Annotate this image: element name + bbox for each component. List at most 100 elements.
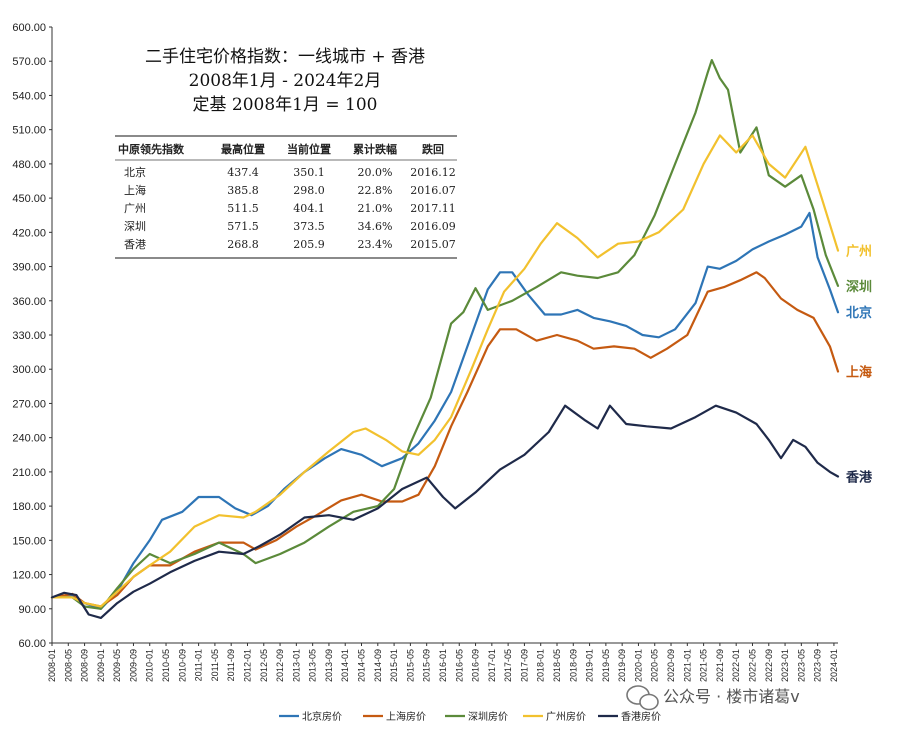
x-tick-label: 2022-05 [747,649,757,682]
table-cell: 511.5 [227,202,259,215]
table-cell: 571.5 [227,220,259,233]
watermark-text: 公众号 · 楼市诸葛v [663,687,800,706]
y-tick-label: 210.00 [12,467,46,479]
x-tick-label: 2015-01 [389,649,399,682]
legend-label-2: 深圳房价 [468,710,508,723]
table-cell: 深圳 [124,220,146,233]
x-tick-label: 2020-05 [650,649,660,682]
x-tick-label: 2017-01 [487,649,497,682]
chart-title: 二手住宅价格指数：一线城市 + 香港 [145,47,425,67]
x-tick-label: 2014-09 [373,649,383,682]
table-cell: 22.8% [358,184,393,197]
table-cell: 2015.07 [410,238,456,251]
x-tick-label: 2017-05 [503,649,513,682]
x-tick-label: 2023-05 [796,649,806,682]
x-tick-label: 2010-09 [177,649,187,682]
x-tick-label: 2011-09 [226,649,236,681]
chart-legend: 北京房价 上海房价 深圳房价 广州房价 香港房价 [279,710,661,723]
x-tick-label: 2011-01 [194,649,204,681]
table-header-cell: 累计跌幅 [353,142,397,156]
y-tick-label: 480.00 [12,159,46,171]
table-cell: 23.4% [358,238,393,251]
y-tick-label: 180.00 [12,501,46,513]
x-tick-label: 2013-01 [291,649,301,682]
x-tick-label: 2010-01 [145,649,155,682]
table-cell: 2016.12 [410,166,456,179]
table-cell: 上海 [124,183,146,197]
end-label-2: 深圳 [846,279,872,295]
table-header-cell: 中原领先指数 [118,142,185,156]
table-cell: 21.0% [358,202,393,215]
table-cell: 香港 [124,238,146,251]
table-cell: 北京 [124,165,146,179]
series-line-2 [50,59,840,610]
y-tick-label: 450.00 [12,193,46,205]
x-tick-label: 2016-05 [454,649,464,682]
x-axis: 2008-01 2008-05 2008-09 2009-01 2009-05 2009-… [47,642,839,682]
y-tick-label: 510.00 [12,125,46,137]
x-tick-label: 2012-01 [242,649,252,682]
series-line-1 [50,271,840,608]
table-header-cell: 当前位置 [287,142,331,156]
x-tick-label: 2013-05 [308,649,318,682]
x-tick-label: 2009-09 [128,649,138,682]
x-tick-label: 2018-09 [568,649,578,682]
y-tick-label: 390.00 [12,262,46,274]
x-tick-label: 2019-01 [585,649,595,682]
table-cell: 298.0 [293,184,325,197]
x-tick-label: 2011-05 [210,649,220,681]
y-tick-label: 330.00 [12,330,46,342]
table-header-cell: 跌回 [422,142,444,156]
x-tick-label: 2019-05 [601,649,611,682]
x-tick-label: 2010-05 [161,649,171,682]
y-axis: 60.00 90.00 120.00 150.00 180.00 210.00 240.00… [12,22,53,650]
y-tick-label: 90.00 [18,604,46,616]
end-label-0: 北京 [846,305,872,321]
chart-subtitle-base: 定基 2008年1月 = 100 [193,95,378,115]
x-tick-label: 2014-01 [340,649,350,682]
y-tick-label: 420.00 [12,227,46,239]
table-cell: 2017.11 [410,202,456,215]
wechat-icon [626,685,659,711]
x-tick-label: 2008-09 [80,649,90,682]
y-tick-label: 240.00 [12,433,46,445]
y-tick-label: 600.00 [12,22,46,34]
table-cell: 2016.07 [410,184,456,197]
x-tick-label: 2024-01 [829,649,839,682]
x-tick-label: 2019-09 [617,649,627,682]
x-tick-label: 2022-01 [731,649,741,682]
x-tick-label: 2009-01 [96,649,106,682]
table-cell: 广州 [124,202,146,215]
end-label-1: 上海 [846,365,872,381]
x-tick-label: 2016-01 [438,649,448,682]
x-tick-label: 2008-05 [63,649,73,682]
x-tick-label: 2021-01 [682,649,692,682]
x-tick-label: 2012-09 [275,649,285,682]
end-label-3: 广州 [846,244,872,260]
table-cell: 404.1 [293,202,325,215]
x-tick-label: 2020-09 [666,649,676,682]
legend-label-3: 广州房价 [546,710,586,723]
y-tick-label: 270.00 [12,398,46,410]
table-cell: 268.8 [227,238,259,251]
x-tick-label: 2015-09 [422,649,432,682]
y-tick-label: 300.00 [12,364,46,376]
table-cell: 437.4 [227,166,259,179]
table-cell: 350.1 [293,166,325,179]
table-cell: 205.9 [293,238,325,251]
x-tick-label: 2016-09 [471,649,481,682]
y-tick-label: 570.00 [12,56,46,68]
y-tick-label: 120.00 [12,570,46,582]
x-tick-label: 2015-05 [405,649,415,682]
table-cell: 20.0% [358,166,393,179]
x-tick-label: 2023-01 [780,649,790,682]
series-line-4 [50,404,840,619]
legend-label-0: 北京房价 [302,710,342,723]
y-tick-label: 60.00 [18,638,46,650]
table-cell: 385.8 [227,184,259,197]
chart-subtitle: 2008年1月 - 2024年2月 [189,71,382,91]
x-tick-label: 2018-01 [536,649,546,682]
legend-label-4: 香港房价 [621,710,661,723]
x-tick-label: 2020-01 [633,649,643,682]
